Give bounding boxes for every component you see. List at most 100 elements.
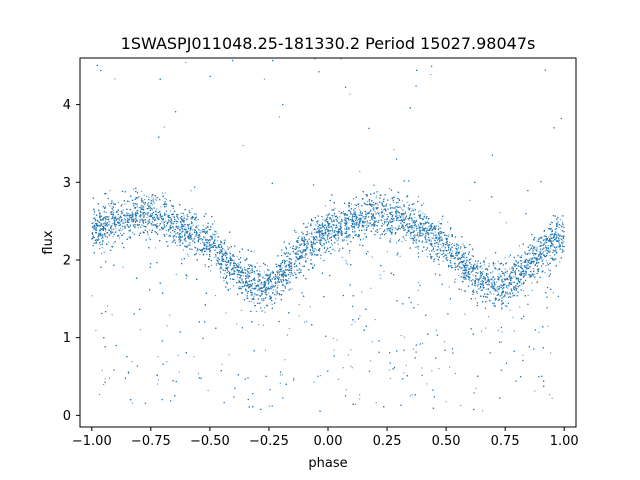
- scatter-point: [436, 236, 438, 238]
- scatter-point: [286, 334, 288, 336]
- scatter-point: [143, 194, 145, 196]
- scatter-point: [298, 236, 300, 238]
- scatter-point: [99, 234, 101, 236]
- scatter-point: [285, 279, 287, 281]
- scatter-point: [531, 289, 533, 291]
- scatter-point: [526, 265, 528, 267]
- scatter-point: [547, 236, 549, 238]
- scatter-point: [505, 279, 507, 281]
- scatter-point: [278, 276, 280, 279]
- scatter-point: [181, 231, 183, 233]
- scatter-point: [533, 237, 535, 239]
- scatter-point: [354, 212, 356, 214]
- scatter-point: [546, 262, 549, 264]
- scatter-point: [314, 236, 316, 238]
- scatter-point: [421, 223, 423, 225]
- scatter-point: [399, 255, 401, 257]
- scatter-point: [224, 239, 227, 241]
- scatter-point: [368, 199, 370, 201]
- scatter-point: [364, 232, 366, 234]
- scatter-point: [454, 278, 456, 280]
- scatter-point: [143, 219, 145, 221]
- scatter-point: [159, 224, 161, 226]
- scatter-point: [148, 237, 150, 239]
- scatter-point: [336, 339, 338, 341]
- scatter-point: [197, 235, 199, 237]
- scatter-point: [113, 218, 115, 221]
- scatter-point: [185, 61, 187, 64]
- scatter-point: [372, 207, 374, 209]
- scatter-point: [545, 235, 547, 237]
- scatter-point: [250, 294, 252, 296]
- scatter-point: [205, 250, 207, 252]
- scatter-point: [216, 259, 218, 261]
- scatter-point: [421, 235, 423, 237]
- scatter-point: [190, 190, 192, 192]
- scatter-point: [148, 222, 150, 224]
- scatter-point: [534, 263, 536, 265]
- scatter-point: [289, 268, 291, 270]
- scatter-point: [381, 222, 384, 225]
- scatter-point: [491, 286, 494, 288]
- scatter-point: [402, 219, 404, 221]
- scatter-point: [457, 247, 459, 250]
- scatter-point: [211, 238, 213, 240]
- scatter-point: [259, 287, 261, 289]
- scatter-point: [262, 324, 264, 326]
- scatter-point: [481, 267, 483, 269]
- scatter-point: [350, 349, 352, 351]
- scatter-point: [271, 286, 274, 288]
- scatter-point: [409, 226, 411, 228]
- scatter-point: [221, 255, 223, 257]
- scatter-point: [561, 242, 563, 244]
- scatter-point: [101, 238, 103, 240]
- scatter-point: [536, 250, 538, 252]
- scatter-point: [188, 236, 190, 238]
- scatter-point: [230, 262, 232, 264]
- scatter-point: [214, 236, 216, 238]
- scatter-point: [236, 256, 238, 258]
- scatter-point: [480, 330, 483, 332]
- scatter-point: [422, 233, 424, 235]
- scatter-point: [437, 231, 439, 234]
- scatter-point: [438, 252, 440, 254]
- scatter-point: [322, 222, 324, 224]
- scatter-point: [382, 209, 385, 211]
- scatter-point: [542, 252, 544, 254]
- scatter-point: [464, 275, 466, 277]
- scatter-point: [97, 238, 99, 240]
- scatter-point: [514, 264, 516, 266]
- scatter-point: [341, 238, 343, 240]
- scatter-point: [359, 398, 361, 400]
- scatter-point: [310, 236, 312, 238]
- scatter-point: [275, 291, 277, 293]
- scatter-point: [117, 222, 120, 224]
- scatter-point: [111, 215, 114, 217]
- scatter-point: [143, 215, 145, 217]
- scatter-point: [471, 282, 474, 284]
- scatter-point: [550, 247, 552, 249]
- scatter-point: [296, 246, 298, 248]
- scatter-point: [146, 217, 148, 219]
- scatter-point: [185, 246, 187, 248]
- scatter-point: [516, 278, 518, 280]
- scatter-point: [163, 126, 165, 128]
- scatter-point: [113, 212, 115, 214]
- scatter-point: [461, 273, 463, 275]
- scatter-point: [174, 233, 177, 235]
- scatter-point: [417, 282, 419, 284]
- scatter-point: [351, 216, 353, 219]
- scatter-point: [358, 220, 360, 222]
- scatter-point: [504, 305, 506, 307]
- scatter-point: [527, 273, 530, 275]
- scatter-point: [529, 253, 531, 255]
- scatter-point: [417, 303, 419, 306]
- scatter-point: [93, 225, 95, 227]
- scatter-point: [152, 223, 154, 225]
- scatter-point: [286, 251, 288, 253]
- scatter-point: [543, 255, 546, 257]
- scatter-point: [264, 290, 266, 292]
- scatter-point: [562, 242, 564, 244]
- scatter-point: [130, 220, 132, 222]
